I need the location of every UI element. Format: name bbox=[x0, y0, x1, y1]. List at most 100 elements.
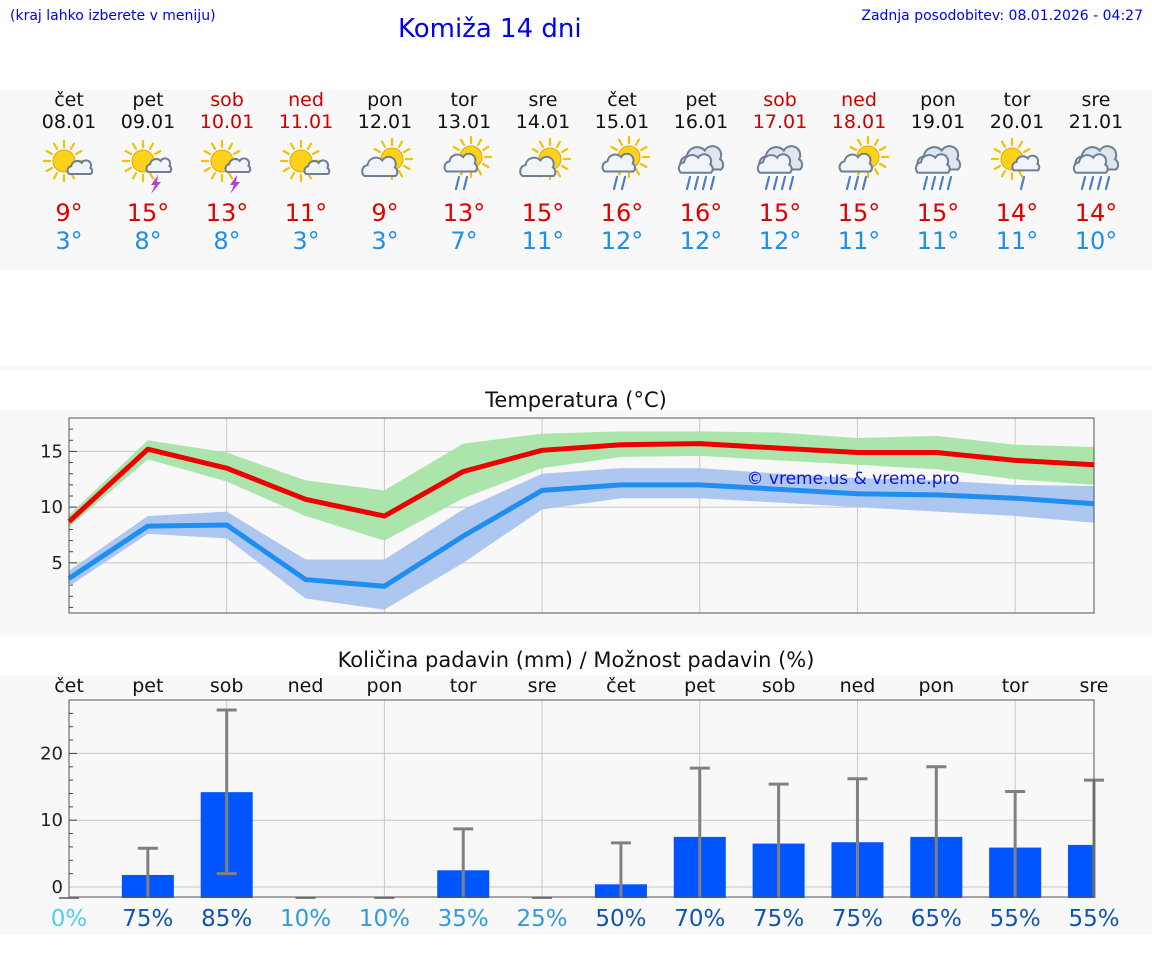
temp-min: 11° bbox=[995, 227, 1039, 255]
day-name: čet bbox=[607, 89, 637, 111]
temp-max: 11° bbox=[284, 199, 328, 227]
x-tick-label: pet bbox=[684, 675, 715, 697]
sun-storm-icon bbox=[121, 139, 172, 194]
y-tick-label: 15 bbox=[40, 441, 63, 462]
day-column: tor 20.01 14° 11° bbox=[978, 89, 1057, 255]
precip-probability: 25% bbox=[517, 906, 568, 932]
precip-chart-title: Količina padavin (mm) / Možnost padavin … bbox=[337, 648, 815, 672]
day-date: 09.01 bbox=[120, 111, 176, 133]
plot-frame bbox=[68, 699, 1095, 898]
temp-max: 15° bbox=[837, 199, 881, 227]
x-tick-label: pet bbox=[132, 675, 163, 697]
day-date: 21.01 bbox=[1068, 111, 1124, 133]
temp-min: 11° bbox=[521, 227, 565, 255]
temp-min: 8° bbox=[213, 227, 241, 255]
x-tick-label: pon bbox=[918, 675, 954, 697]
day-name: ned bbox=[288, 89, 324, 111]
plot-frame bbox=[68, 417, 1095, 614]
y-tick-label: 10 bbox=[40, 810, 63, 831]
temp-max: 15° bbox=[521, 199, 565, 227]
precip-chart: 0 10 20 čet pet sob ned pon tor sre čet pet sob ned po… bbox=[40, 675, 1119, 932]
cloud-sun-icon bbox=[518, 137, 571, 181]
day-name: pon bbox=[367, 89, 403, 111]
forecast-band bbox=[0, 90, 1152, 270]
temp-max: 16° bbox=[679, 199, 723, 227]
day-column: pon 12.01 9° 3° bbox=[346, 89, 425, 255]
day-column: čet 15.01 16° 12° bbox=[583, 89, 662, 255]
day-column: sob 10.01 13° 8° bbox=[188, 89, 267, 255]
temp-max: 13° bbox=[205, 199, 249, 227]
day-name: ned bbox=[841, 89, 877, 111]
temp-max: 9° bbox=[371, 199, 399, 227]
day-date: 15.01 bbox=[594, 111, 650, 133]
precip-bar bbox=[1068, 844, 1094, 898]
x-tick-label: ned bbox=[840, 675, 876, 697]
sun-storm-icon bbox=[200, 139, 251, 194]
temp-min: 3° bbox=[371, 227, 399, 255]
temp-max: 14° bbox=[1074, 199, 1118, 227]
precip-probability: 75% bbox=[122, 906, 173, 932]
precip-probability: 85% bbox=[201, 906, 252, 932]
temp-min: 3° bbox=[55, 227, 83, 255]
temp-min: 12° bbox=[600, 227, 644, 255]
x-tick-label: pon bbox=[367, 675, 403, 697]
day-column: tor 13.01 13° 7° bbox=[425, 89, 504, 255]
separator-band bbox=[0, 366, 1152, 370]
sun-cloud-icon bbox=[279, 139, 330, 183]
day-date: 13.01 bbox=[436, 111, 492, 133]
day-name: sre bbox=[528, 89, 558, 111]
day-date: 19.01 bbox=[910, 111, 966, 133]
temp-max: 15° bbox=[126, 199, 170, 227]
rain-cloud-icon bbox=[914, 145, 961, 191]
sun-light-rain-icon bbox=[990, 137, 1040, 191]
temp-max: 9° bbox=[55, 199, 83, 227]
x-tick-label: ned bbox=[288, 675, 324, 697]
precip-probability: 75% bbox=[832, 906, 883, 932]
day-date: 11.01 bbox=[278, 111, 334, 133]
day-name: pon bbox=[920, 89, 956, 111]
day-date: 17.01 bbox=[752, 111, 808, 133]
precip-probability: 65% bbox=[911, 906, 962, 932]
day-date: 20.01 bbox=[989, 111, 1045, 133]
min-range-band bbox=[69, 468, 1094, 610]
day-date: 14.01 bbox=[515, 111, 571, 133]
rain-cloud-icon bbox=[677, 145, 724, 191]
day-date: 18.01 bbox=[831, 111, 887, 133]
precip-probability: 75% bbox=[753, 906, 804, 932]
day-name: čet bbox=[54, 89, 84, 111]
x-tick-label: sre bbox=[528, 675, 557, 697]
day-name: pet bbox=[132, 89, 164, 111]
x-tick-label: čet bbox=[54, 675, 84, 697]
sun-heavy-rain-icon bbox=[838, 135, 889, 191]
temp-max: 13° bbox=[442, 199, 486, 227]
temp-max: 14° bbox=[995, 199, 1039, 227]
watermark: © vreme.us & vreme.pro bbox=[746, 469, 959, 489]
y-tick-label: 10 bbox=[40, 497, 63, 518]
temp-min: 11° bbox=[916, 227, 960, 255]
temp-min: 10° bbox=[1074, 227, 1118, 255]
sun-rain-icon bbox=[601, 135, 650, 191]
day-column: pon 19.01 15° 11° bbox=[899, 89, 978, 255]
day-date: 16.01 bbox=[673, 111, 729, 133]
precip-probability: 10% bbox=[280, 906, 331, 932]
day-column: sob 17.01 15° 12° bbox=[741, 89, 820, 255]
max-range-band bbox=[69, 431, 1094, 541]
temp-min: 7° bbox=[450, 227, 478, 255]
temp-min: 11° bbox=[837, 227, 881, 255]
day-name: tor bbox=[1003, 89, 1031, 111]
x-tick-label: tor bbox=[450, 675, 477, 697]
day-name: pet bbox=[685, 89, 717, 111]
x-tick-label: čet bbox=[606, 675, 636, 697]
page-title: Komiža 14 dni bbox=[398, 14, 582, 44]
y-tick-label: 0 bbox=[52, 877, 63, 898]
day-column: sre 21.01 14° 10° bbox=[1057, 89, 1136, 255]
day-date: 08.01 bbox=[41, 111, 97, 133]
x-tick-label: sob bbox=[762, 675, 796, 697]
temp-min: 12° bbox=[758, 227, 802, 255]
location-hint[interactable]: (kraj lahko izberete v meniju) bbox=[10, 8, 216, 24]
max-temp-line bbox=[67, 441, 1095, 524]
temp-max: 15° bbox=[916, 199, 960, 227]
precip-probability: 55% bbox=[1068, 906, 1119, 932]
day-column: ned 11.01 11° 3° bbox=[267, 89, 346, 255]
sun-cloud-icon bbox=[42, 139, 93, 183]
